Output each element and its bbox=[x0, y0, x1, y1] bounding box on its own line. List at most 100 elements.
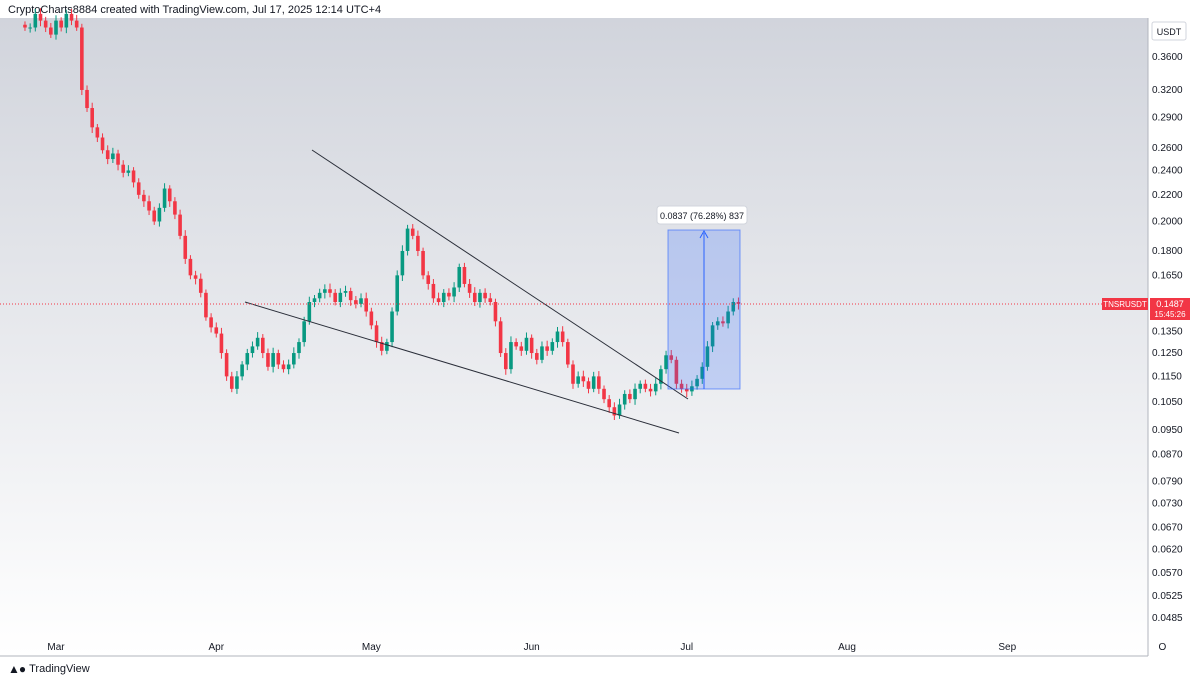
candle bbox=[292, 347, 296, 369]
candle bbox=[545, 340, 549, 356]
candle-body bbox=[540, 346, 544, 360]
candle-body bbox=[364, 298, 368, 312]
candle-body bbox=[162, 188, 167, 208]
candle bbox=[447, 288, 451, 301]
candle bbox=[638, 380, 643, 394]
candle-body bbox=[297, 342, 301, 354]
candle bbox=[188, 255, 193, 280]
price-tick-label: 0.0485 bbox=[1152, 613, 1183, 624]
candle bbox=[245, 348, 250, 371]
candle bbox=[64, 9, 69, 34]
candle-body bbox=[121, 164, 126, 173]
candle-body bbox=[669, 355, 674, 360]
candle bbox=[643, 379, 648, 393]
candle bbox=[250, 341, 255, 358]
candle bbox=[664, 350, 668, 374]
candle bbox=[503, 348, 508, 375]
candle-body bbox=[721, 321, 725, 324]
candle-body bbox=[157, 207, 162, 222]
candle-countdown: 15:45:26 bbox=[1154, 310, 1186, 319]
upper-trendline[interactable] bbox=[311, 149, 689, 400]
candle bbox=[390, 307, 394, 348]
candle bbox=[33, 8, 38, 32]
candle bbox=[571, 360, 575, 389]
candle bbox=[586, 377, 591, 394]
candle-body bbox=[405, 228, 410, 251]
price-tick-label: 0.3600 bbox=[1152, 52, 1183, 63]
candle-body bbox=[43, 20, 48, 28]
candle bbox=[343, 285, 348, 297]
candle-body bbox=[54, 20, 58, 35]
candle-body bbox=[679, 383, 684, 389]
candle-body bbox=[736, 302, 741, 304]
time-axis[interactable]: Mar Apr May Jun Jul Aug Sep O bbox=[47, 642, 1166, 653]
candle-body bbox=[307, 302, 312, 322]
candle bbox=[69, 8, 74, 26]
plot-background bbox=[0, 18, 1148, 656]
candle bbox=[591, 371, 596, 393]
candle-body bbox=[710, 325, 715, 347]
candle bbox=[597, 371, 601, 394]
candle bbox=[354, 296, 358, 309]
candle-body bbox=[705, 346, 710, 367]
candle bbox=[684, 383, 689, 398]
price-tick-label: 0.2000 bbox=[1152, 217, 1183, 228]
candle-body bbox=[100, 137, 105, 151]
candle bbox=[38, 8, 43, 27]
candle bbox=[214, 322, 219, 338]
candle-body bbox=[292, 353, 296, 365]
candle bbox=[74, 14, 79, 31]
candle bbox=[653, 378, 658, 396]
candle-body bbox=[653, 383, 658, 392]
candle bbox=[628, 389, 632, 404]
candle-body bbox=[628, 393, 632, 400]
candle-body bbox=[188, 258, 193, 276]
candle bbox=[297, 338, 301, 359]
candle-body bbox=[581, 376, 586, 382]
candle-body bbox=[281, 364, 286, 370]
candle bbox=[255, 332, 260, 350]
price-axis[interactable]: 0.3600 0.3200 0.2900 0.2600 0.2400 0.2200 0.20… bbox=[1152, 52, 1183, 624]
candle bbox=[105, 145, 110, 165]
candle-body bbox=[457, 266, 462, 288]
candle bbox=[700, 362, 705, 384]
candle-body bbox=[28, 27, 32, 29]
candle-body bbox=[462, 266, 467, 284]
candle bbox=[529, 334, 534, 359]
candle-body bbox=[519, 346, 524, 351]
candle bbox=[193, 270, 198, 285]
price-tick-label: 0.3200 bbox=[1152, 85, 1183, 96]
candle-body bbox=[328, 289, 332, 293]
candle-body bbox=[447, 292, 451, 297]
candle bbox=[405, 224, 410, 256]
candle bbox=[338, 288, 343, 308]
candle-body bbox=[571, 364, 575, 384]
price-tick-label: 0.0950 bbox=[1152, 425, 1183, 436]
candle bbox=[359, 293, 363, 308]
candle-body bbox=[622, 393, 627, 405]
candle bbox=[23, 21, 27, 31]
candle bbox=[416, 230, 420, 257]
candles-layer bbox=[23, 8, 741, 421]
candle-body bbox=[126, 170, 131, 173]
candle-body bbox=[586, 381, 591, 389]
candle bbox=[59, 17, 63, 32]
tradingview-logo-icon: ▲● bbox=[8, 662, 26, 676]
candle bbox=[198, 273, 203, 298]
candle-body bbox=[224, 353, 229, 377]
candle bbox=[576, 371, 580, 388]
candle bbox=[131, 167, 136, 188]
currency-badge-box[interactable] bbox=[1151, 21, 1187, 41]
candle bbox=[80, 23, 84, 96]
candle-body bbox=[529, 337, 534, 354]
candle bbox=[369, 307, 374, 330]
lower-trendline[interactable] bbox=[244, 301, 680, 434]
candle bbox=[276, 349, 281, 369]
candle-body bbox=[726, 311, 730, 324]
candle bbox=[116, 149, 120, 171]
price-tick-label: 0.0570 bbox=[1152, 568, 1183, 579]
candle bbox=[607, 395, 611, 413]
candle-body bbox=[90, 108, 94, 128]
candle bbox=[695, 375, 699, 390]
